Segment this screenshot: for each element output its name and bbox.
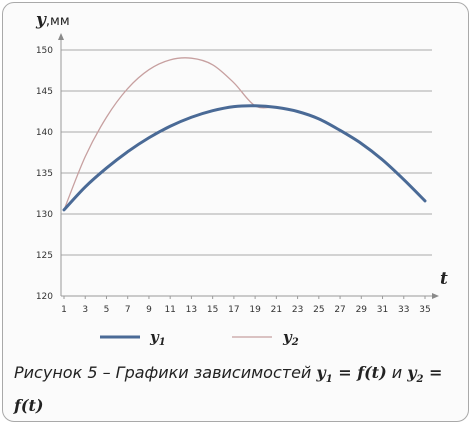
x-tick-label: 19 (249, 305, 261, 315)
y-tick-label: 125 (36, 251, 53, 261)
y-tick-label: 140 (36, 128, 53, 138)
axes (58, 33, 439, 299)
y-axis-arrow (58, 33, 64, 40)
y-tick-label: 150 (36, 46, 53, 56)
series-lines (62, 57, 427, 212)
caption-formula-2: y2 = f(t) (14, 363, 443, 416)
y-tick-label: 145 (36, 87, 53, 97)
y-axis-title: y,мм (35, 10, 70, 30)
y-axis-unit: ,мм (46, 14, 70, 29)
x-tick-label: 31 (377, 305, 388, 315)
x-tick-labels: 1 3 5 7 9 11 13 15 17 19 21 23 25 27 29 31 33 35 (61, 296, 431, 315)
x-tick-label: 13 (186, 305, 197, 315)
y-axis-variable: y (35, 10, 47, 30)
caption-formula-1: y1 = f(t) (316, 363, 387, 386)
x-tick-label: 3 (82, 305, 88, 315)
legend-label-y1: y1 (149, 328, 166, 348)
legend: y1 y2 (100, 328, 299, 348)
x-tick-label: 25 (313, 305, 324, 315)
caption-conjunction: и (386, 363, 408, 382)
x-tick-label: 21 (271, 305, 282, 315)
gridlines (61, 49, 432, 256)
x-tick-label: 5 (104, 305, 110, 315)
x-tick-label: 1 (61, 305, 67, 315)
x-tick-label: 9 (146, 305, 152, 315)
x-tick-label: 23 (292, 305, 303, 315)
legend-label-y2: y2 (282, 328, 299, 348)
y-tick-label: 130 (36, 210, 53, 220)
x-tick-label: 7 (125, 305, 131, 315)
x-tick-label: 15 (207, 305, 218, 315)
figure-frame (2, 2, 469, 422)
x-tick-label: 33 (398, 305, 409, 315)
figure-caption: Рисунок 5 – Графики зависимостей y1 = f(… (14, 360, 460, 419)
y-tick-labels: 120 125 130 135 140 145 150 (36, 46, 53, 302)
y-tick-label: 135 (36, 169, 53, 179)
series-line-y1 (62, 104, 427, 212)
y-tick-label: 120 (36, 292, 53, 302)
x-axis-arrow (432, 293, 439, 299)
series-line-y2 (63, 57, 426, 211)
x-tick-label: 35 (419, 305, 430, 315)
x-tick-label: 29 (356, 305, 368, 315)
x-tick-label: 11 (164, 305, 175, 315)
caption-text: Рисунок 5 – Графики зависимостей (14, 363, 317, 382)
x-axis-title: t (440, 269, 448, 289)
x-tick-label: 27 (334, 305, 345, 315)
x-tick-label: 17 (228, 305, 239, 315)
